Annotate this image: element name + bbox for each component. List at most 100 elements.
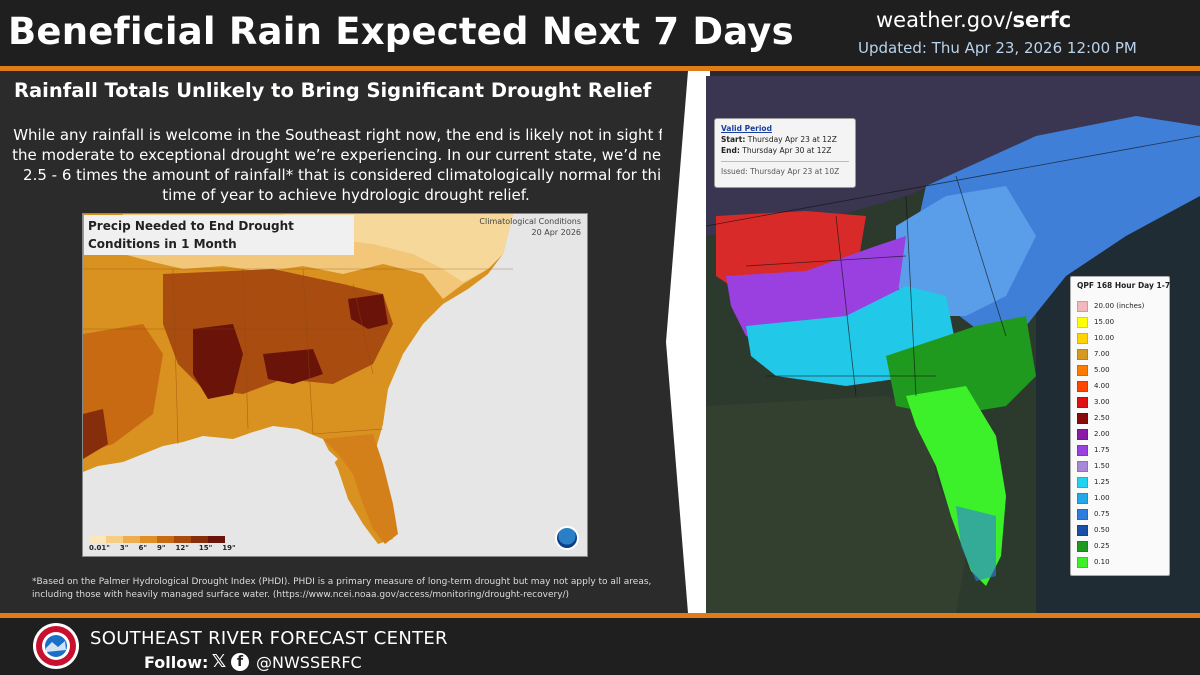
qpf-legend-item: 2.50 bbox=[1077, 410, 1163, 426]
qpf-legend-label: 1.50 bbox=[1094, 462, 1110, 470]
drought-legend-swatch bbox=[208, 536, 225, 543]
qpf-legend-item: 1.25 bbox=[1077, 474, 1163, 490]
drought-legend-swatch bbox=[191, 536, 208, 543]
drought-legend-tick: 19" bbox=[222, 544, 236, 552]
noaa-logo-icon bbox=[555, 526, 579, 550]
site-link[interactable]: weather.gov/serfc bbox=[876, 8, 1071, 32]
qpf-legend-label: 0.50 bbox=[1094, 526, 1110, 534]
drought-map-date: Climatological Conditions 20 Apr 2026 bbox=[479, 216, 581, 238]
qpf-legend-swatch bbox=[1077, 300, 1088, 312]
drought-legend-tick: 15" bbox=[198, 544, 213, 552]
qpf-legend-item: 0.50 bbox=[1077, 522, 1163, 538]
qpf-legend-swatch bbox=[1077, 364, 1088, 376]
qpf-legend-item: 4.00 bbox=[1077, 378, 1163, 394]
drought-legend-tick: 12" bbox=[175, 544, 189, 552]
footer: SOUTHEAST RIVER FORECAST CENTER Follow: … bbox=[0, 618, 1200, 675]
drought-legend-tick: 0.01" bbox=[89, 544, 110, 552]
left-panel: Rainfall Totals Unlikely to Bring Signif… bbox=[0, 71, 710, 613]
qpf-legend-item: 10.00 bbox=[1077, 330, 1163, 346]
drought-legend-ticks: 0.01" 3" 6" 9" 12" 15" 19" bbox=[89, 544, 236, 552]
issued-value: Thursday Apr 23 at 10Z bbox=[750, 167, 840, 176]
qpf-map-graphic bbox=[706, 76, 1200, 613]
footnote: *Based on the Palmer Hydrological Drough… bbox=[32, 577, 652, 600]
end-label: End: bbox=[721, 146, 740, 155]
qpf-legend-swatch bbox=[1077, 412, 1088, 424]
qpf-legend-item: 3.00 bbox=[1077, 394, 1163, 410]
qpf-legend-swatch bbox=[1077, 492, 1088, 504]
qpf-legend-item: 2.00 bbox=[1077, 426, 1163, 442]
qpf-legend-swatch bbox=[1077, 428, 1088, 440]
panel-divider-chevron bbox=[662, 71, 710, 613]
drought-legend-swatch bbox=[123, 536, 140, 543]
qpf-legend-item: 1.00 bbox=[1077, 490, 1163, 506]
qpf-legend-label: 4.00 bbox=[1094, 382, 1110, 390]
drought-legend-tick: 6" bbox=[138, 544, 147, 552]
forecast-center-name: SOUTHEAST RIVER FORECAST CENTER bbox=[90, 628, 448, 649]
qpf-legend-swatch bbox=[1077, 460, 1088, 472]
bottom-divider-bar bbox=[0, 613, 1200, 618]
qpf-legend-item: 0.10 bbox=[1077, 554, 1163, 570]
facebook-icon[interactable]: f bbox=[231, 653, 249, 671]
nws-logo-icon bbox=[33, 623, 79, 669]
drought-legend-swatch bbox=[106, 536, 123, 543]
qpf-legend-item: 0.25 bbox=[1077, 538, 1163, 554]
drought-legend-swatch bbox=[140, 536, 157, 543]
drought-legend-swatch bbox=[157, 536, 174, 543]
qpf-legend-item: 0.75 bbox=[1077, 506, 1163, 522]
qpf-legend-swatch bbox=[1077, 556, 1088, 568]
valid-period-title: Valid Period bbox=[721, 124, 772, 133]
updated-timestamp: Updated: Thu Apr 23, 2026 12:00 PM bbox=[858, 39, 1137, 57]
qpf-legend-label: 1.75 bbox=[1094, 446, 1110, 454]
qpf-legend-label: 0.25 bbox=[1094, 542, 1110, 550]
qpf-legend-swatch bbox=[1077, 332, 1088, 344]
x-logo-icon[interactable]: 𝕏 bbox=[211, 651, 227, 672]
drought-map: Precip Needed to End Drought Conditions … bbox=[82, 213, 588, 557]
qpf-legend-item: 7.00 bbox=[1077, 346, 1163, 362]
qpf-legend: QPF 168 Hour Day 1-7 20.00 (inches) 15.00… bbox=[1070, 276, 1170, 576]
valid-period-issued: Issued: Thursday Apr 23 at 10Z bbox=[721, 161, 849, 177]
qpf-legend-label: 10.00 bbox=[1094, 334, 1115, 342]
drought-legend-swatch bbox=[174, 536, 191, 543]
qpf-legend-swatch bbox=[1077, 508, 1088, 520]
qpf-legend-swatch bbox=[1077, 316, 1088, 328]
valid-period-box: Valid Period Start: Thursday Apr 23 at 1… bbox=[714, 118, 856, 188]
social-handle[interactable]: @NWSSERFC bbox=[256, 653, 362, 672]
qpf-legend-label: 2.50 bbox=[1094, 414, 1110, 422]
body-paragraph: While any rainfall is welcome in the Sou… bbox=[12, 126, 680, 204]
qpf-legend-label: 0.10 bbox=[1094, 558, 1110, 566]
start-label: Start: bbox=[721, 135, 746, 144]
qpf-legend-label: 3.00 bbox=[1094, 398, 1110, 406]
page-title: Beneficial Rain Expected Next 7 Days bbox=[8, 10, 794, 53]
site-suffix: serfc bbox=[1012, 8, 1072, 32]
drought-map-title: Precip Needed to End Drought Conditions … bbox=[84, 215, 354, 255]
qpf-legend-item: 5.00 bbox=[1077, 362, 1163, 378]
header: Beneficial Rain Expected Next 7 Days wea… bbox=[0, 0, 1200, 66]
qpf-legend-swatch bbox=[1077, 524, 1088, 536]
qpf-legend-item: 15.00 bbox=[1077, 314, 1163, 330]
drought-map-corner-line1: Climatological Conditions bbox=[479, 217, 581, 226]
qpf-legend-label: 7.00 bbox=[1094, 350, 1110, 358]
drought-map-corner-line2: 20 Apr 2026 bbox=[531, 228, 581, 237]
qpf-legend-label: 1.25 bbox=[1094, 478, 1110, 486]
drought-legend: 0.01" 3" 6" 9" 12" 15" 19" bbox=[89, 536, 236, 552]
qpf-legend-item: 20.00 (inches) bbox=[1077, 298, 1163, 314]
qpf-map: Valid Period Start: Thursday Apr 23 at 1… bbox=[706, 76, 1200, 613]
qpf-legend-item: 1.75 bbox=[1077, 442, 1163, 458]
start-value: Thursday Apr 23 at 12Z bbox=[747, 135, 837, 144]
qpf-legend-label: 15.00 bbox=[1094, 318, 1115, 326]
top-divider-bar bbox=[0, 66, 1200, 71]
valid-period-start: Start: Thursday Apr 23 at 12Z bbox=[721, 134, 849, 145]
issued-label: Issued: bbox=[721, 167, 748, 176]
qpf-legend-swatch bbox=[1077, 540, 1088, 552]
qpf-legend-title: QPF 168 Hour Day 1-7 bbox=[1077, 281, 1171, 290]
valid-period-end: End: Thursday Apr 30 at 12Z bbox=[721, 145, 849, 156]
qpf-legend-label: 2.00 bbox=[1094, 430, 1110, 438]
qpf-legend-swatch bbox=[1077, 380, 1088, 392]
qpf-legend-label: 0.75 bbox=[1094, 510, 1110, 518]
drought-legend-tick: 9" bbox=[156, 544, 166, 552]
drought-legend-tick: 3" bbox=[119, 544, 129, 552]
drought-legend-swatches bbox=[89, 536, 236, 543]
end-value: Thursday Apr 30 at 12Z bbox=[742, 146, 832, 155]
site-prefix: weather.gov/ bbox=[876, 8, 1013, 32]
qpf-legend-swatch bbox=[1077, 476, 1088, 488]
